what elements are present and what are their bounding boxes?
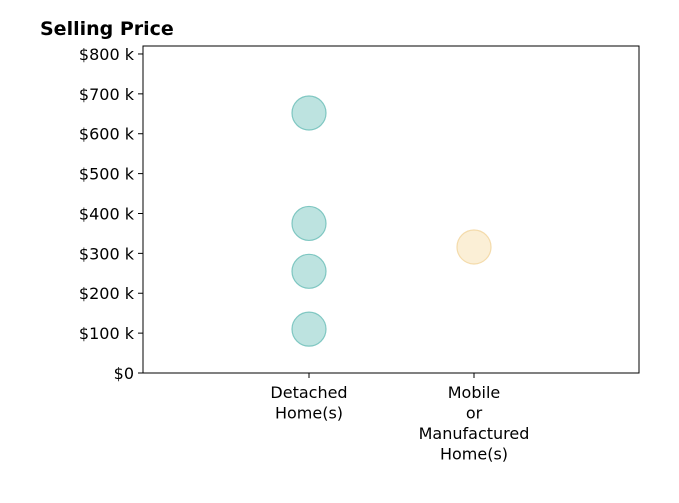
data-points	[291, 95, 492, 347]
data-point	[291, 311, 327, 347]
y-tick-label: $0	[114, 364, 134, 383]
y-tick-label: $100 k	[79, 324, 135, 343]
data-point	[291, 253, 327, 289]
y-tick-label: $300 k	[79, 244, 135, 263]
data-point	[291, 95, 327, 131]
y-tick-label: $700 k	[79, 85, 135, 104]
data-point	[291, 205, 327, 242]
x-tick-label: Mobile or Manufactured Home(s)	[419, 383, 530, 464]
chart-title: Selling Price	[40, 18, 174, 40]
y-tick-label: $600 k	[79, 125, 135, 144]
y-tick-label: $400 k	[79, 204, 135, 223]
plot-frame	[142, 45, 640, 374]
x-tick-label: Detached Home(s)	[270, 383, 347, 423]
y-tick-label: $200 k	[79, 284, 135, 303]
y-tick-label: $500 k	[79, 165, 135, 184]
axes: $0 $100 k $200 k $300 k $400 k $500 k $600 k $7…	[79, 45, 640, 464]
y-tick-label: $800 k	[79, 45, 135, 64]
data-point	[456, 229, 492, 265]
